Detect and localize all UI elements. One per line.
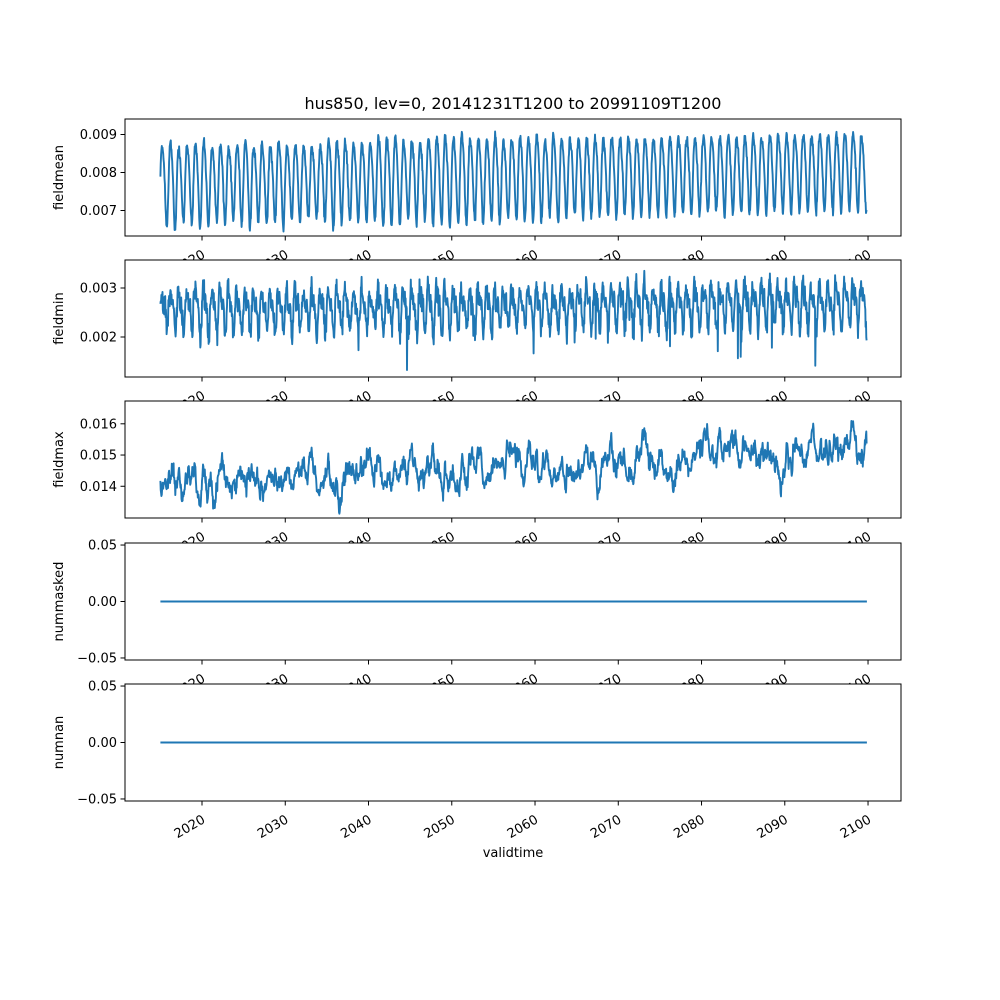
y-axis-label-numnan: numnan	[52, 716, 67, 770]
x-axis-label: validtime	[483, 846, 544, 861]
y-tick-label: 0.003	[80, 281, 117, 296]
y-tick-label: 0.007	[80, 204, 117, 219]
y-tick-label: 0.008	[80, 166, 117, 181]
y-tick-label: 0.00	[88, 736, 117, 751]
axes-border	[124, 259, 902, 378]
y-tick-label: 0.05	[88, 680, 117, 695]
plot-area-fieldmean	[125, 119, 901, 236]
axes-border	[124, 400, 902, 519]
y-tick-label: 0.002	[80, 331, 117, 346]
y-tick-label: 0.009	[80, 128, 117, 143]
y-axis-label-fieldmin: fieldmin	[52, 292, 67, 345]
y-axis-label-fieldmean: fieldmean	[52, 145, 67, 210]
figure-title: hus850, lev=0, 20141231T1200 to 20991109…	[305, 94, 722, 113]
subplot-stack: 0.0070.0080.0092020203020402050206020702…	[52, 118, 902, 842]
y-axis-label-fieldmax: fieldmax	[52, 431, 67, 488]
y-axis-label-nummasked: nummasked	[52, 562, 67, 642]
y-tick-label: 0.015	[80, 449, 117, 464]
y-tick-label: 0.016	[80, 417, 117, 432]
y-tick-label: −0.05	[77, 651, 117, 666]
data-line-fieldmax	[159, 420, 868, 515]
y-tick-label: −0.05	[77, 792, 117, 807]
axes-border	[124, 118, 902, 237]
plot-area-fieldmax	[125, 401, 901, 518]
y-tick-label: 0.05	[88, 539, 117, 554]
y-tick-label: 0.014	[80, 480, 117, 495]
data-line-fieldmean	[159, 130, 868, 233]
data-line-fieldmin	[159, 269, 868, 371]
y-tick-label: 0.00	[88, 595, 117, 610]
